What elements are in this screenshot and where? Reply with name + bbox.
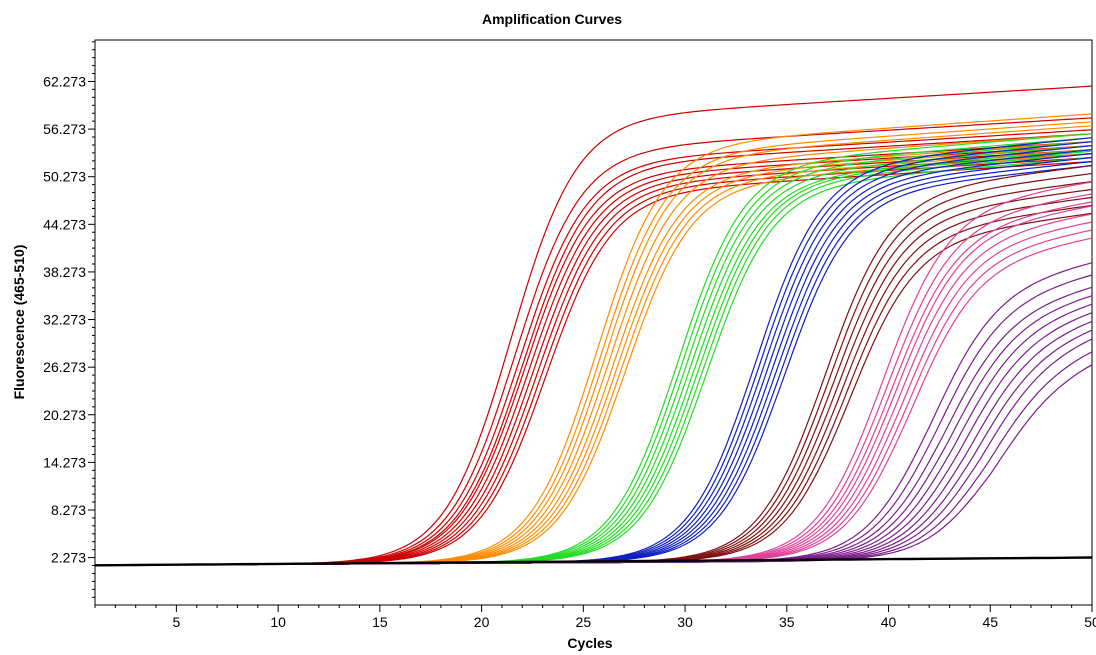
x-tick-label: 45: [982, 614, 998, 630]
x-tick-label: 50: [1084, 614, 1096, 630]
baseline-curve: [94, 556, 1093, 567]
y-tick-label: 8.273: [51, 502, 86, 518]
x-tick-label: 25: [576, 614, 592, 630]
y-tick-label: 50.273: [43, 169, 86, 185]
y-tick-label: 2.273: [51, 550, 86, 566]
x-tick-label: 20: [474, 614, 490, 630]
x-tick-label: 10: [270, 614, 286, 630]
y-axis-label: Fluorescence (465-510): [11, 245, 27, 400]
x-axis-label: Cycles: [567, 635, 612, 651]
y-tick-label: 14.273: [43, 454, 86, 470]
plot-area: [94, 39, 1093, 606]
x-tick-label: 5: [172, 614, 180, 630]
y-tick-label: 20.273: [43, 407, 86, 423]
x-tick-label: 15: [372, 614, 388, 630]
chart-title: Amplification Curves: [482, 11, 622, 27]
y-tick-label: 32.273: [43, 312, 86, 328]
x-tick-label: 40: [881, 614, 897, 630]
y-tick-label: 26.273: [43, 359, 86, 375]
y-tick-label: 38.273: [43, 264, 86, 280]
y-tick-label: 56.273: [43, 121, 86, 137]
y-tick-label: 44.273: [43, 216, 86, 232]
x-tick-label: 30: [677, 614, 693, 630]
y-tick-label: 62.273: [43, 73, 86, 89]
x-tick-label: 35: [779, 614, 795, 630]
